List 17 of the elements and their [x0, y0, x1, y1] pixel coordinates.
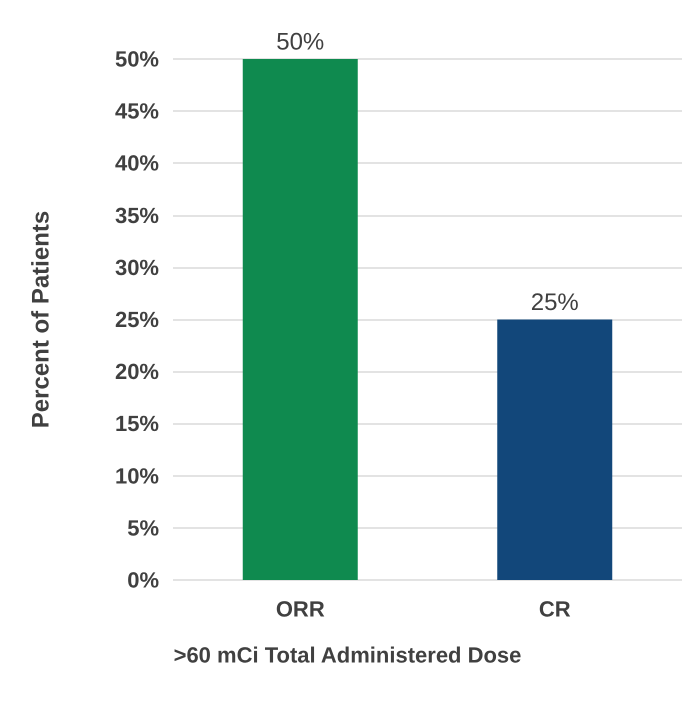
- y-tick-label: 40%: [114, 150, 159, 176]
- data-label: 25%: [530, 289, 579, 316]
- y-tick-label: 5%: [127, 515, 159, 540]
- y-tick-label: 35%: [114, 202, 159, 228]
- y-tick-label: 30%: [114, 254, 159, 280]
- x-axis-title: >60 mCi Total Administered Dose: [174, 642, 522, 668]
- y-tick-label: 25%: [114, 307, 159, 332]
- y-axis-title: Percent of Patients: [28, 210, 54, 428]
- x-tick-label: CR: [538, 596, 571, 622]
- y-tick-label: 50%: [114, 46, 159, 72]
- y-tick-label: 10%: [114, 463, 159, 488]
- y-tick-label: 0%: [127, 568, 159, 592]
- x-tick-label: ORR: [276, 596, 325, 622]
- y-tick-label: 15%: [114, 411, 159, 436]
- y-tick-label: 45%: [114, 98, 159, 124]
- data-label: 50%: [276, 28, 324, 56]
- y-tick-label: 20%: [114, 359, 159, 384]
